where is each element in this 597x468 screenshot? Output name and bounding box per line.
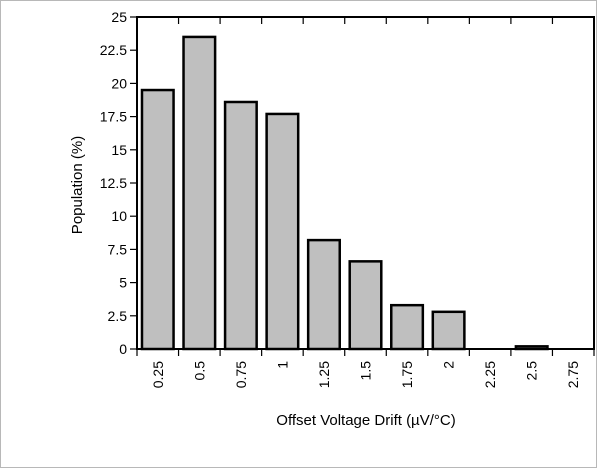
bar-0.75	[223, 100, 258, 351]
y-tick-label: 7.5	[108, 241, 128, 257]
bar-1.5	[348, 260, 383, 351]
x-tick-labels: 0.25 0.5 0.75 1 1.25 1.5 1.75 2 2.25 2.5 2.75	[150, 361, 581, 388]
y-tick-labels: 0 2.5 5 7.5 10 12.5 15 17.5 20 22.5 25	[100, 9, 127, 357]
bar-1.75	[390, 303, 425, 351]
x-tick-label: 1.5	[358, 361, 374, 381]
y-tick-label: 15	[111, 142, 127, 158]
x-tick-label: 0.75	[233, 361, 249, 388]
x-axis-label: Offset Voltage Drift (µV/°C)	[276, 412, 455, 429]
x-tick-label: 2.25	[482, 361, 498, 388]
x-tick-label: 0.25	[150, 361, 166, 388]
bar-1	[265, 112, 300, 351]
y-tick-label: 12.5	[100, 175, 127, 191]
y-tick-label: 20	[111, 75, 127, 91]
x-tick-label: 2.75	[565, 361, 581, 388]
x-tick-label: 0.5	[191, 361, 207, 381]
y-tick-label: 25	[111, 9, 127, 25]
bars-group	[140, 35, 549, 351]
x-tick-label: 2.5	[524, 361, 540, 381]
x-tick-label: 2	[441, 361, 457, 369]
y-tick-label: 0	[119, 341, 127, 357]
y-tick-label: 17.5	[100, 109, 127, 125]
y-tick-label: 10	[111, 208, 127, 224]
bar-2	[431, 310, 466, 351]
bar-0.5	[182, 35, 217, 351]
x-tick-label: 1	[274, 361, 290, 369]
y-axis-label: Population (%)	[69, 136, 86, 234]
y-tick-label: 2.5	[108, 308, 128, 324]
x-tick-label: 1.25	[316, 361, 332, 388]
ticks-group	[130, 16, 595, 356]
x-tick-label: 1.75	[399, 361, 415, 388]
y-tick-label: 22.5	[100, 42, 127, 58]
bar-0.25	[140, 88, 175, 351]
y-tick-label: 5	[119, 275, 127, 291]
bar-1.25	[306, 238, 341, 351]
